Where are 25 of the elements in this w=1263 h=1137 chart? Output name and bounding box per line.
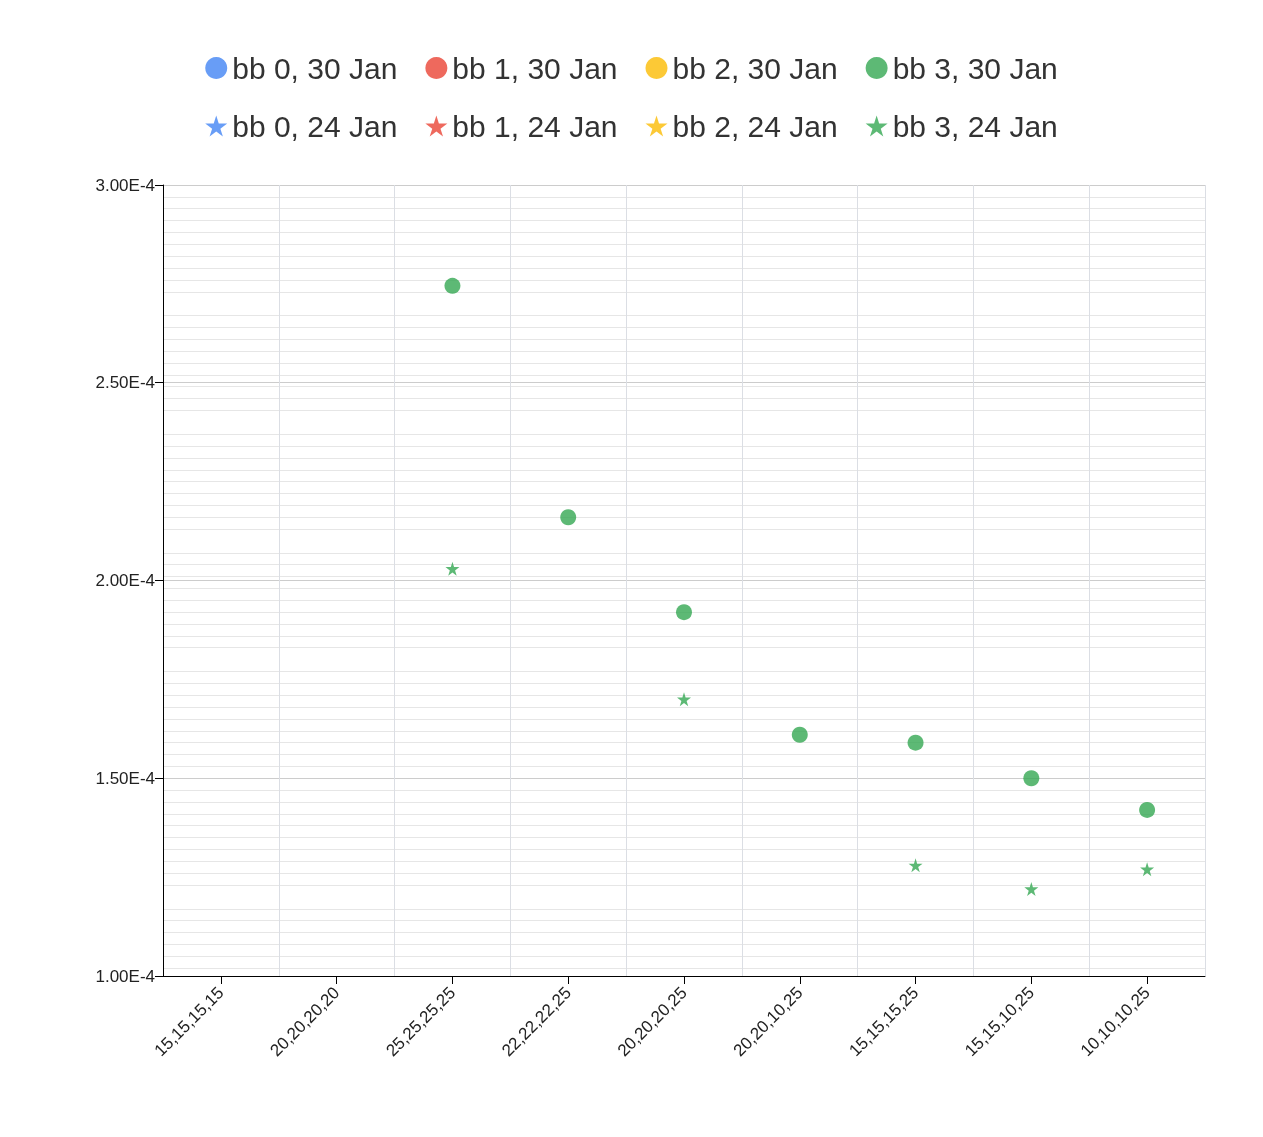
y-tick-label: 2.50E-4 (95, 373, 155, 393)
y-tick-label: 1.00E-4 (95, 966, 155, 986)
legend-label: bb 0, 30 Jan (232, 51, 398, 85)
point (1140, 862, 1155, 877)
point (907, 734, 924, 751)
point (1139, 801, 1156, 818)
legend-label: bb 3, 24 Jan (892, 109, 1058, 143)
legend-label: bb 1, 24 Jan (452, 109, 618, 143)
point (1024, 881, 1039, 896)
legend-label: bb 2, 30 Jan (672, 51, 838, 85)
point (560, 509, 577, 526)
point (445, 561, 460, 576)
point (676, 604, 692, 621)
y-tick-label: 3.00E-4 (95, 175, 155, 195)
point (1023, 770, 1040, 787)
point (677, 692, 691, 707)
y-tick-label: 2.00E-4 (95, 571, 155, 590)
point (444, 277, 461, 294)
legend-label: bb 3, 30 Jan (892, 51, 1058, 85)
legend-label: bb 2, 24 Jan (672, 109, 838, 143)
y-tick-label: 1.50E-4 (95, 768, 155, 788)
point (908, 858, 923, 873)
legend-label: bb 0, 24 Jan (232, 109, 398, 143)
point (791, 726, 808, 743)
legend-label: bb 1, 30 Jan (452, 51, 618, 85)
